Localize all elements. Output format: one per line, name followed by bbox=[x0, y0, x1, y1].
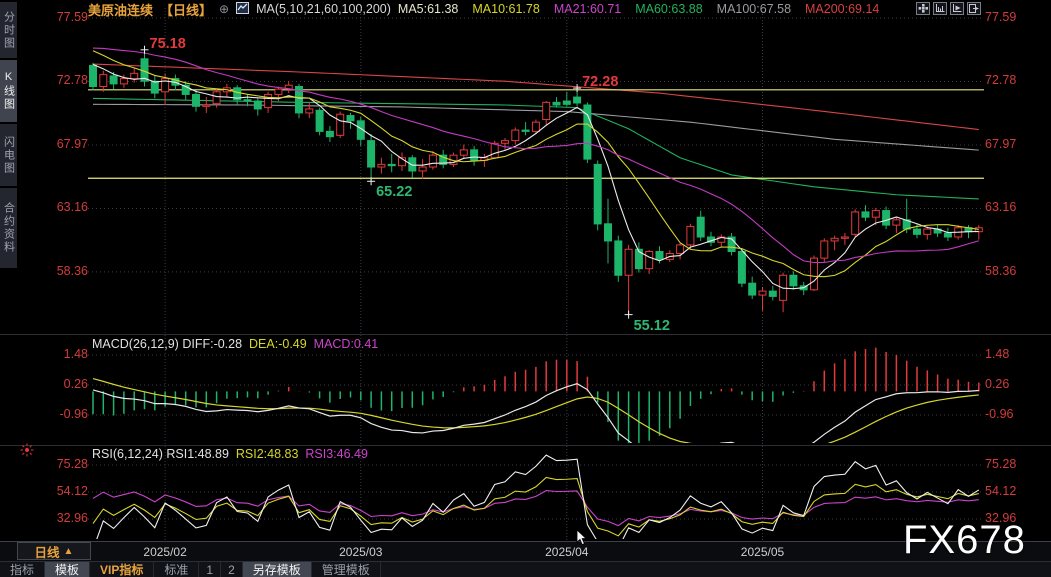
ma-legend-value-2: MA10:61.78 bbox=[472, 2, 540, 16]
macd-label-row: MACD(26,12,9) DIFF:-0.28 DEA:-0.49 MACD:… bbox=[92, 337, 378, 351]
ma-legend-value-1: MA5:61.38 bbox=[397, 2, 459, 16]
period-selector[interactable]: 日线 ▲ bbox=[17, 542, 91, 560]
rsi1-value: RSI1:48.89 bbox=[166, 447, 229, 461]
macd-title[interactable]: MACD(26,12,9) bbox=[92, 337, 179, 351]
price-axis-label-left: 58.36 bbox=[56, 263, 88, 278]
toolbar-crosshair-icon[interactable] bbox=[916, 2, 930, 15]
price-axis-label-left: 63.16 bbox=[56, 200, 88, 215]
chart-toolbar bbox=[916, 2, 981, 15]
crosshair-icon bbox=[918, 4, 928, 13]
rsi3-value: RSI3:46.49 bbox=[305, 447, 368, 461]
price-axis-label-right: 72.78 bbox=[985, 73, 1017, 88]
swing-label-65.22: 65.22 bbox=[376, 184, 413, 201]
swing-label-75.18: 75.18 bbox=[149, 35, 186, 52]
macd-dea-value: DEA:-0.49 bbox=[249, 337, 307, 351]
sidebar-item-3[interactable]: 闪电图 bbox=[0, 124, 17, 186]
rsi-axis-label-right: 75.28 bbox=[985, 456, 1017, 471]
tab-指标[interactable]: 指标 bbox=[0, 562, 46, 577]
swing-label-72.28: 72.28 bbox=[582, 74, 619, 91]
price-axis-label-right: 58.36 bbox=[985, 263, 1017, 278]
month-tick-2025/05: 2025/05 bbox=[740, 545, 785, 559]
rsi-axis-label-left: 54.12 bbox=[56, 484, 88, 498]
tab-标准[interactable]: 标准 bbox=[154, 562, 200, 577]
price-axis-label-right: 63.16 bbox=[985, 200, 1017, 215]
tab-VIP指标[interactable]: VIP指标 bbox=[90, 562, 155, 577]
macd-axis-label-right: -0.96 bbox=[985, 406, 1014, 421]
ma-legend-value-4: MA60:63.88 bbox=[635, 2, 703, 16]
swing-label-55.12: 55.12 bbox=[633, 317, 670, 334]
mouse-cursor bbox=[576, 529, 590, 551]
rsi-axis-label-left: 75.28 bbox=[56, 456, 88, 471]
macd-axis-label-right: 0.26 bbox=[985, 377, 1010, 391]
price-axis-label-left: 72.78 bbox=[56, 73, 88, 88]
period-tag[interactable]: 【日线】 bbox=[160, 2, 213, 18]
fx678-watermark: FX678 bbox=[903, 518, 1026, 562]
toolbar-pane-play-icon[interactable] bbox=[950, 2, 964, 15]
bottom-tab-bar: 指标 模板 VIP指标 标准 1 2 另存模板 管理模板 bbox=[0, 561, 1051, 577]
toolbar-pane-axis-icon[interactable] bbox=[933, 2, 947, 15]
rsi-title[interactable]: RSI(6,12,24) bbox=[92, 447, 163, 461]
pane-shift-icon bbox=[969, 4, 979, 13]
sidebar-item-1[interactable]: 分时图 bbox=[0, 2, 17, 58]
rsi-label-row: RSI(6,12,24) RSI1:48.89 RSI2:48.83 RSI3:… bbox=[92, 447, 368, 461]
sidebar-item-4[interactable]: 合约资料 bbox=[0, 188, 17, 268]
tab-管理模板[interactable]: 管理模板 bbox=[312, 562, 381, 577]
tab-另存模板[interactable]: 另存模板 bbox=[242, 562, 312, 577]
symbol-name[interactable]: 美原油连续 bbox=[88, 2, 154, 18]
macd-axis-label-left: 1.48 bbox=[63, 347, 88, 361]
macd-axis-label-left: -0.96 bbox=[59, 406, 89, 421]
pane-play-icon bbox=[953, 4, 962, 12]
price-axis-label-right: 77.59 bbox=[985, 10, 1017, 24]
chart-thumbnail-icon bbox=[236, 1, 250, 17]
tab-1[interactable]: 1 bbox=[199, 562, 222, 577]
macd-axis-label-left: 0.26 bbox=[63, 377, 88, 391]
price-axis-label-left: 67.97 bbox=[56, 136, 88, 151]
macd-axis-label-right: 1.48 bbox=[985, 347, 1010, 361]
rsi-axis-label-right: 32.96 bbox=[985, 511, 1017, 525]
price-axis-label-right: 67.97 bbox=[985, 136, 1017, 151]
title-bar: 美原油连续 【日线】 ⊕ MA(5,10,21,60,100,200) MA5:… bbox=[88, 1, 879, 18]
tab-2[interactable]: 2 bbox=[221, 562, 243, 577]
price-axis-label-left: 77.59 bbox=[56, 10, 88, 24]
ma-legend: MA5:61.38 MA10:61.78 MA21:60.71 MA60:63.88 M… bbox=[398, 2, 879, 16]
pane-axis-icon bbox=[936, 4, 945, 12]
tab-模板[interactable]: 模板 bbox=[45, 562, 91, 577]
link-icon[interactable]: ⊕ bbox=[219, 2, 230, 16]
sidebar-item-2[interactable]: K线图 bbox=[0, 60, 17, 122]
period-up-arrow-icon: ▲ bbox=[63, 545, 74, 557]
rsi-axis-label-left: 32.96 bbox=[56, 511, 88, 525]
month-tick-2025/02: 2025/02 bbox=[143, 545, 187, 559]
indicator-settings-icon[interactable] bbox=[20, 443, 34, 462]
period-selector-label: 日线 bbox=[34, 545, 60, 560]
month-tick-2025/03: 2025/03 bbox=[339, 545, 383, 559]
ma-legend-value-3: MA21:60.71 bbox=[553, 2, 622, 16]
rsi2-value: RSI2:48.83 bbox=[235, 447, 299, 461]
rsi-axis-label-right: 54.12 bbox=[985, 484, 1017, 498]
macd-diff-value: DIFF:-0.28 bbox=[182, 337, 243, 351]
toolbar-pane-shift-icon[interactable] bbox=[967, 2, 981, 15]
ma-legend-value-6: MA200:69.14 bbox=[805, 2, 880, 16]
ma-parameter-label[interactable]: MA(5,10,21,60,100,200) bbox=[256, 2, 391, 16]
chart-type-sidebar: 分时图 K线图闪电图合约资料 bbox=[0, 0, 17, 577]
time-axis-row bbox=[0, 541, 1051, 561]
ma-legend-value-5: MA100:67.58 bbox=[716, 2, 792, 16]
month-tick-2025/04: 2025/04 bbox=[545, 545, 589, 559]
macd-macd-value: MACD:0.41 bbox=[313, 337, 379, 351]
